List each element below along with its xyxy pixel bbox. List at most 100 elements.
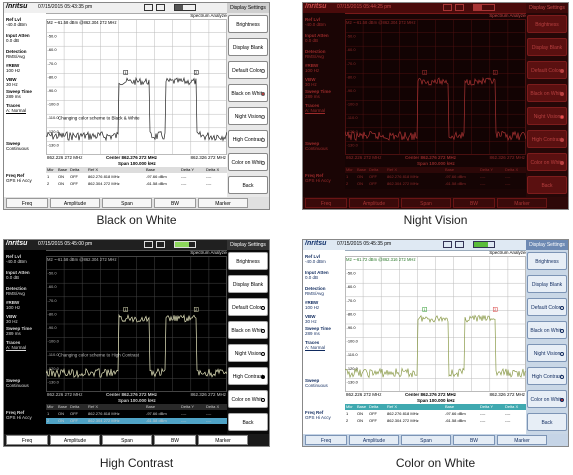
menu-button-high-contrast[interactable]: High Contrast [527,130,567,148]
tab-freq[interactable]: Freq [305,198,347,208]
status-label: Traces [305,340,320,345]
status-label: Ref Lvl [6,254,22,259]
status-item: Traces A: Normal [6,340,44,350]
table-cell: 1 [346,411,349,416]
menu-button-display-blank[interactable]: Display Blank [228,38,268,56]
left-status-panel: Ref Lvl -40.0 dBm Input Atten 0.0 dB Detecti… [303,250,345,436]
tab-bw[interactable]: BW [154,198,196,208]
menu-button-night-vision[interactable]: Night Vision [228,107,268,125]
radio-indicator-icon [560,375,564,379]
tab-freq[interactable]: Freq [305,435,347,445]
menu-button-label: Display Blank [531,45,563,51]
tab-amplitude[interactable]: Amplitude [349,198,399,208]
column-header: Ref X [387,404,398,409]
tab-freq[interactable]: Freq [6,198,48,208]
menu-button-color-on-white[interactable]: Color on White [527,390,567,408]
radio-indicator-icon [261,306,265,310]
left-status-panel: Ref Lvl -40.0 dBm Input Atten 0.0 dB Detecti… [4,250,46,436]
display-settings-menu: Display Settings Brightness Display Blank D… [227,240,269,436]
menu-button-black-on-white[interactable]: Black on White [228,84,268,102]
tab-marker[interactable]: Marker [497,435,547,445]
status-item: Detection RMS/Avg [305,286,343,296]
marker-readout: M2 ~-61.58 dBm @862.304 272 MHz [346,20,416,25]
status-message: Changing color scheme to Black & White [58,116,140,121]
table-cell: ---- [181,181,187,186]
menu-button-brightness[interactable]: Brightness [527,252,567,270]
table-cell: ON [58,411,64,416]
status-label: Traces [6,340,21,345]
tab-amplitude[interactable]: Amplitude [50,435,100,445]
tab-span[interactable]: Span [401,198,451,208]
status-item: Sweep Continuous [6,378,44,388]
tab-bw[interactable]: BW [453,435,495,445]
menu-button-back[interactable]: Back [527,176,567,194]
menu-button-display-blank[interactable]: Display Blank [228,275,268,293]
tab-marker[interactable]: Marker [198,435,248,445]
grid-label: -110.0 [48,115,60,120]
status-value: 100 Hz [305,68,320,73]
caption-night-vision: Night Vision [403,213,468,227]
tab-marker[interactable]: Marker [198,198,248,208]
status-label: #RBW [6,300,20,305]
menu-button-night-vision[interactable]: Night Vision [527,344,567,362]
tab-bw[interactable]: BW [453,198,495,208]
menu-button-display-blank[interactable]: Display Blank [527,275,567,293]
marker-flag-label: 2 [494,71,496,75]
menu-button-black-on-white[interactable]: Black on White [228,321,268,339]
menu-title: Display Settings [526,240,568,250]
menu-button-default-colors[interactable]: Default Colors [228,298,268,316]
tab-amplitude[interactable]: Amplitude [50,198,100,208]
menu-button-high-contrast[interactable]: High Contrast [228,367,268,385]
bottom-tabs: Freq Amplitude Span BW Marker [303,434,568,446]
menu-button-default-colors[interactable]: Default Colors [527,298,567,316]
menu-button-back[interactable]: Back [527,413,567,431]
status-label: Sweep [305,378,320,383]
battery-icon [473,4,495,11]
menu-button-black-on-white[interactable]: Black on White [527,321,567,339]
menu-button-night-vision[interactable]: Night Vision [228,344,268,362]
table-cell: 1 [47,411,50,416]
table-cell: 2 [346,418,349,423]
menu-button-black-on-white[interactable]: Black on White [527,84,567,102]
tab-span[interactable]: Span [102,435,152,445]
menu-button-brightness[interactable]: Brightness [228,252,268,270]
tab-span[interactable]: Span [102,198,152,208]
table-cell: OFF [70,418,78,423]
tab-amplitude[interactable]: Amplitude [349,435,399,445]
table-cell: ---- [480,411,486,416]
battery-icon [473,241,495,248]
trace-svg: -50.0 -60.0 -70.0 -80.0 -90.0 -100.0 -110.0 -12… [46,19,227,155]
status-value: RMS/Avg [6,291,25,296]
title-bar: /nritsu 07/15/2015 05:43:35 pm [4,3,269,14]
status-item: Traces A: Normal [305,103,343,113]
status-item: Sweep Time 289 ms [6,89,44,99]
menu-button-color-on-white[interactable]: Color on White [228,390,268,408]
menu-button-brightness[interactable]: Brightness [228,15,268,33]
menu-button-label: Color on White [231,397,265,403]
grid-label: -110.0 [347,115,359,120]
menu-button-color-on-white[interactable]: Color on White [228,153,268,171]
status-value: Continuous [305,146,328,151]
status-item: Traces A: Normal [305,340,343,350]
column-header: Base [58,404,68,409]
tab-bw[interactable]: BW [154,435,196,445]
tab-marker[interactable]: Marker [497,198,547,208]
status-value: GPS Hi Accy [6,178,32,183]
tab-freq[interactable]: Freq [6,435,48,445]
menu-button-back[interactable]: Back [228,413,268,431]
menu-button-display-blank[interactable]: Display Blank [527,38,567,56]
table-row: 2 ON OFF 862.304 272 MHz -61.58 dBm ---- ---- [345,418,526,424]
menu-button-back[interactable]: Back [228,176,268,194]
menu-button-color-on-white[interactable]: Color on White [527,153,567,171]
menu-button-brightness[interactable]: Brightness [527,15,567,33]
grid-label: -130.0 [48,379,60,384]
menu-button-high-contrast[interactable]: High Contrast [527,367,567,385]
menu-button-night-vision[interactable]: Night Vision [527,107,567,125]
menu-button-label: Display Blank [531,282,563,288]
menu-button-high-contrast[interactable]: High Contrast [228,130,268,148]
menu-button-default-colors[interactable]: Default Colors [527,61,567,79]
tab-span[interactable]: Span [401,435,451,445]
status-item: Sweep Continuous [6,141,44,151]
status-label: Traces [305,103,320,108]
menu-button-default-colors[interactable]: Default Colors [228,61,268,79]
